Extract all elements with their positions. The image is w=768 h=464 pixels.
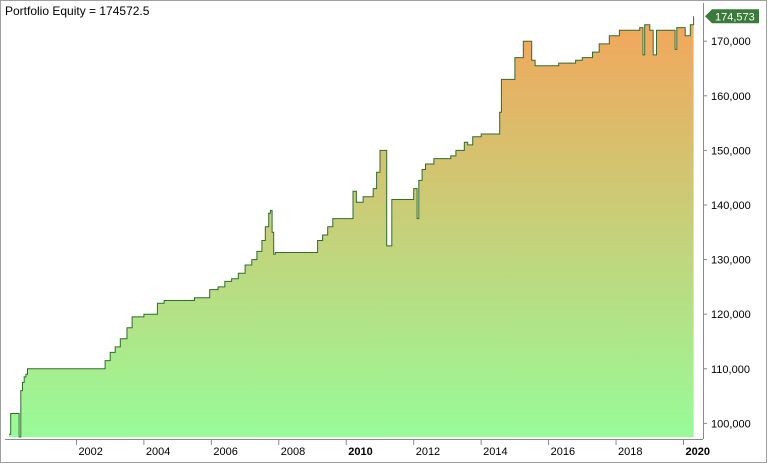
y-tick-label: 140,000	[711, 200, 751, 212]
x-tick-label: 2014	[483, 446, 507, 458]
x-tick-label: 2002	[78, 446, 102, 458]
y-tick-label: 130,000	[711, 255, 751, 267]
y-tick-label: 100,000	[711, 418, 751, 430]
x-tick-label: 2018	[618, 446, 642, 458]
last-value-badge	[705, 9, 759, 24]
y-tick-label: 110,000	[711, 364, 750, 376]
equity-area	[9, 16, 694, 438]
y-tick-label: 150,000	[711, 145, 751, 157]
equity-line	[9, 16, 695, 438]
x-tick-label: 2012	[416, 446, 440, 458]
x-tick-label: 2020	[686, 446, 710, 458]
x-tick-label: 2004	[146, 446, 170, 458]
last-value-label: 174,573	[715, 11, 755, 23]
x-tick-label: 2016	[551, 446, 575, 458]
x-tick-label: 2010	[348, 446, 372, 458]
y-tick-label: 170,000	[711, 36, 751, 48]
y-tick-label: 120,000	[711, 309, 751, 321]
x-tick-label: 2006	[213, 446, 237, 458]
chart-title: Portfolio Equity = 174572.5	[5, 4, 150, 18]
x-tick-label: 2008	[281, 446, 305, 458]
y-tick-label: 160,000	[711, 91, 751, 103]
